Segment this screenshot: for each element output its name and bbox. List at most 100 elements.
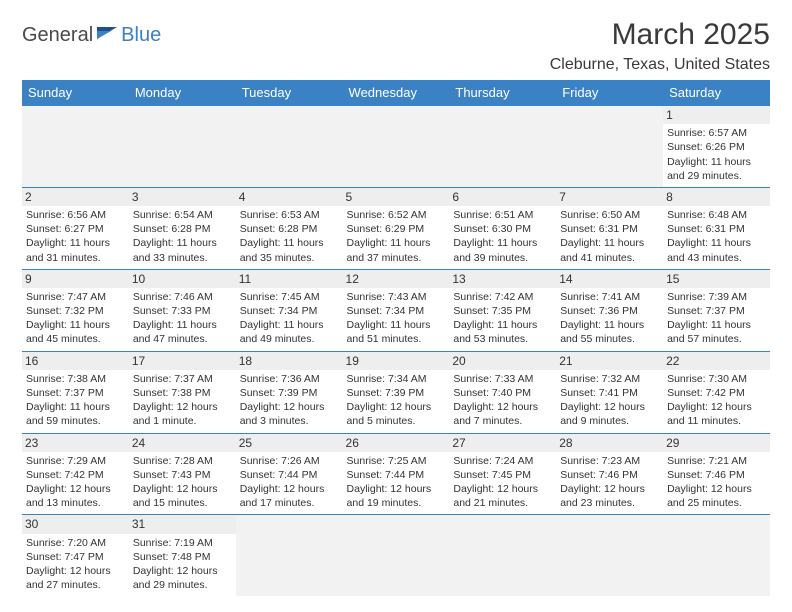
sunset-text: Sunset: 7:32 PM: [26, 304, 125, 318]
calendar-cell: 5Sunrise: 6:52 AMSunset: 6:29 PMDaylight…: [343, 187, 450, 269]
daylight2-text: and 39 minutes.: [453, 251, 552, 265]
day-number: 1: [663, 106, 770, 124]
flag-icon: [97, 25, 119, 46]
day-number: 4: [236, 188, 343, 206]
calendar-cell: [449, 515, 556, 596]
sunrise-text: Sunrise: 7:19 AM: [133, 536, 232, 550]
sunrise-text: Sunrise: 7:33 AM: [453, 372, 552, 386]
daylight2-text: and 3 minutes.: [240, 414, 339, 428]
daylight2-text: and 47 minutes.: [133, 332, 232, 346]
daylight2-text: and 25 minutes.: [667, 496, 766, 510]
sunset-text: Sunset: 6:30 PM: [453, 222, 552, 236]
day-number: 11: [236, 270, 343, 288]
sunset-text: Sunset: 6:29 PM: [347, 222, 446, 236]
calendar-page: General Blue March 2025 Cleburne, Texas,…: [0, 0, 792, 596]
sunset-text: Sunset: 6:27 PM: [26, 222, 125, 236]
sunset-text: Sunset: 7:44 PM: [240, 468, 339, 482]
calendar-cell: [556, 106, 663, 188]
calendar-cell: 24Sunrise: 7:28 AMSunset: 7:43 PMDayligh…: [129, 433, 236, 515]
sunset-text: Sunset: 6:28 PM: [133, 222, 232, 236]
day-number: 28: [556, 434, 663, 452]
daylight1-text: Daylight: 11 hours: [667, 236, 766, 250]
sunset-text: Sunset: 7:34 PM: [240, 304, 339, 318]
day-number: 22: [663, 352, 770, 370]
calendar-cell: 26Sunrise: 7:25 AMSunset: 7:44 PMDayligh…: [343, 433, 450, 515]
daylight1-text: Daylight: 12 hours: [240, 400, 339, 414]
calendar-cell: 28Sunrise: 7:23 AMSunset: 7:46 PMDayligh…: [556, 433, 663, 515]
daylight2-text: and 37 minutes.: [347, 251, 446, 265]
sunset-text: Sunset: 7:33 PM: [133, 304, 232, 318]
sunrise-text: Sunrise: 6:53 AM: [240, 208, 339, 222]
daylight2-text: and 29 minutes.: [133, 578, 232, 592]
day-number: 5: [343, 188, 450, 206]
location-text: Cleburne, Texas, United States: [550, 56, 770, 74]
sunset-text: Sunset: 7:39 PM: [347, 386, 446, 400]
daylight1-text: Daylight: 11 hours: [347, 318, 446, 332]
sunset-text: Sunset: 6:28 PM: [240, 222, 339, 236]
day-number: 10: [129, 270, 236, 288]
calendar-cell: 7Sunrise: 6:50 AMSunset: 6:31 PMDaylight…: [556, 187, 663, 269]
day-number: 14: [556, 270, 663, 288]
calendar-row: 23Sunrise: 7:29 AMSunset: 7:42 PMDayligh…: [22, 433, 770, 515]
day-number: 17: [129, 352, 236, 370]
sunrise-text: Sunrise: 7:20 AM: [26, 536, 125, 550]
daylight1-text: Daylight: 11 hours: [667, 318, 766, 332]
day-number: 26: [343, 434, 450, 452]
day-number: 18: [236, 352, 343, 370]
daylight2-text: and 35 minutes.: [240, 251, 339, 265]
daylight2-text: and 31 minutes.: [26, 251, 125, 265]
calendar-cell: 31Sunrise: 7:19 AMSunset: 7:48 PMDayligh…: [129, 515, 236, 596]
daylight1-text: Daylight: 12 hours: [347, 482, 446, 496]
sunrise-text: Sunrise: 7:21 AM: [667, 454, 766, 468]
sunrise-text: Sunrise: 7:41 AM: [560, 290, 659, 304]
sunset-text: Sunset: 7:44 PM: [347, 468, 446, 482]
day-number: 16: [22, 352, 129, 370]
calendar-cell: 12Sunrise: 7:43 AMSunset: 7:34 PMDayligh…: [343, 269, 450, 351]
day-number: 3: [129, 188, 236, 206]
calendar-head: Sunday Monday Tuesday Wednesday Thursday…: [22, 80, 770, 106]
calendar-cell: [449, 106, 556, 188]
day-number: 6: [449, 188, 556, 206]
calendar-row: 16Sunrise: 7:38 AMSunset: 7:37 PMDayligh…: [22, 351, 770, 433]
daylight2-text: and 45 minutes.: [26, 332, 125, 346]
daylight2-text: and 49 minutes.: [240, 332, 339, 346]
day-number: 29: [663, 434, 770, 452]
calendar-cell: 1Sunrise: 6:57 AMSunset: 6:26 PMDaylight…: [663, 106, 770, 188]
calendar-cell: [129, 106, 236, 188]
calendar-cell: 25Sunrise: 7:26 AMSunset: 7:44 PMDayligh…: [236, 433, 343, 515]
calendar-cell: [556, 515, 663, 596]
calendar-cell: 30Sunrise: 7:20 AMSunset: 7:47 PMDayligh…: [22, 515, 129, 596]
day-number: 13: [449, 270, 556, 288]
daylight1-text: Daylight: 11 hours: [347, 236, 446, 250]
daylight1-text: Daylight: 11 hours: [453, 318, 552, 332]
sunrise-text: Sunrise: 7:38 AM: [26, 372, 125, 386]
sunrise-text: Sunrise: 6:57 AM: [667, 126, 766, 140]
calendar-cell: [663, 515, 770, 596]
sunset-text: Sunset: 7:37 PM: [667, 304, 766, 318]
sunrise-text: Sunrise: 7:39 AM: [667, 290, 766, 304]
sunset-text: Sunset: 7:39 PM: [240, 386, 339, 400]
daylight1-text: Daylight: 12 hours: [347, 400, 446, 414]
day-number: 2: [22, 188, 129, 206]
day-number: 20: [449, 352, 556, 370]
daylight2-text: and 5 minutes.: [347, 414, 446, 428]
daylight1-text: Daylight: 11 hours: [26, 236, 125, 250]
daylight1-text: Daylight: 11 hours: [240, 318, 339, 332]
weekday-header: Monday: [129, 80, 236, 106]
sunrise-text: Sunrise: 6:56 AM: [26, 208, 125, 222]
day-number: 12: [343, 270, 450, 288]
daylight1-text: Daylight: 11 hours: [453, 236, 552, 250]
header: General Blue March 2025 Cleburne, Texas,…: [22, 18, 770, 74]
sunset-text: Sunset: 7:40 PM: [453, 386, 552, 400]
day-number: 31: [129, 515, 236, 533]
day-number: 15: [663, 270, 770, 288]
calendar-cell: 10Sunrise: 7:46 AMSunset: 7:33 PMDayligh…: [129, 269, 236, 351]
calendar-cell: [343, 515, 450, 596]
daylight2-text: and 9 minutes.: [560, 414, 659, 428]
sunset-text: Sunset: 7:34 PM: [347, 304, 446, 318]
daylight2-text: and 53 minutes.: [453, 332, 552, 346]
daylight2-text: and 1 minute.: [133, 414, 232, 428]
daylight1-text: Daylight: 12 hours: [667, 482, 766, 496]
sunset-text: Sunset: 6:26 PM: [667, 140, 766, 154]
calendar-cell: 21Sunrise: 7:32 AMSunset: 7:41 PMDayligh…: [556, 351, 663, 433]
